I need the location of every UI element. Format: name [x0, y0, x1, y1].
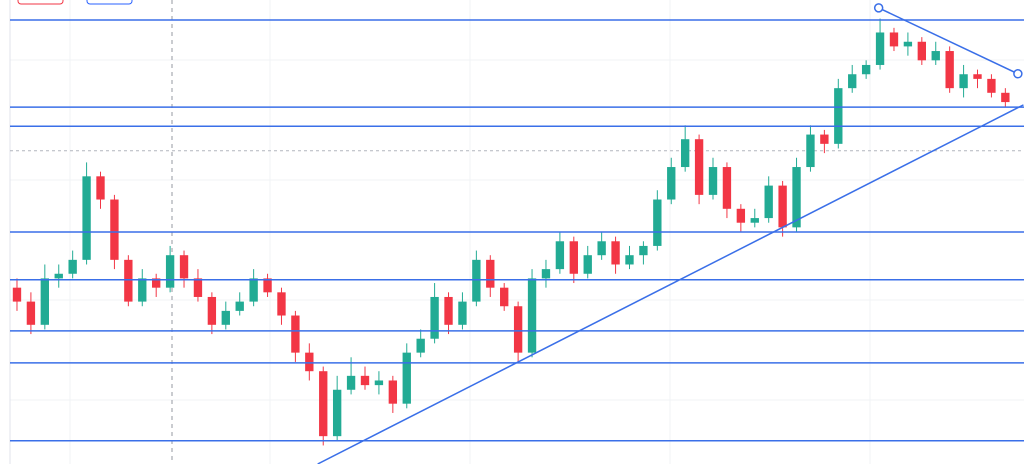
candle-body	[68, 259, 77, 274]
candle-body	[764, 185, 773, 219]
candle-body	[26, 301, 36, 325]
trend-line	[317, 104, 1024, 464]
candle-body	[124, 259, 133, 302]
candle-body	[750, 218, 759, 223]
candle-body	[82, 176, 91, 260]
candle-body	[207, 296, 217, 325]
candle-body	[708, 167, 718, 195]
candle-body	[555, 241, 565, 270]
candle-body	[360, 375, 370, 386]
candle-body	[653, 199, 662, 246]
candle-body	[249, 278, 258, 302]
candle-body	[611, 241, 620, 265]
candle-body	[680, 139, 690, 168]
candle-body	[945, 51, 954, 89]
candle-body	[472, 259, 481, 302]
candle-body	[388, 380, 398, 404]
candle-body	[778, 185, 787, 228]
candle-body	[792, 167, 801, 228]
candle-body	[291, 315, 300, 353]
candle-body	[527, 278, 537, 353]
candle-body	[625, 255, 634, 265]
candle-body	[889, 32, 899, 47]
candle-body	[486, 259, 495, 288]
candle-body	[639, 245, 648, 256]
candle-body	[875, 32, 885, 65]
candle-body	[221, 310, 230, 325]
candle-body	[541, 269, 551, 279]
candle-body	[444, 296, 453, 325]
candle-body	[722, 167, 732, 209]
candle-body	[138, 278, 147, 302]
trend-line	[878, 7, 1019, 75]
candle-body	[430, 296, 439, 339]
candle-body	[959, 74, 968, 89]
candle-body	[152, 278, 161, 288]
candles	[12, 18, 1010, 446]
candle-body	[319, 371, 328, 437]
candle-body	[332, 389, 342, 437]
candle-body	[179, 255, 189, 279]
trend-handle[interactable]	[1013, 69, 1023, 79]
candle-body	[917, 41, 926, 61]
candle-body	[96, 176, 105, 200]
candle-body	[263, 278, 272, 293]
candle-body	[583, 255, 592, 274]
candle-body	[54, 273, 63, 279]
toolbar-button[interactable]	[86, 0, 133, 5]
candle-body	[597, 241, 606, 256]
candle-body	[513, 306, 523, 353]
candle-body	[402, 352, 411, 404]
candle-body	[848, 74, 857, 89]
candle-body	[305, 352, 314, 372]
candle-body	[346, 375, 356, 390]
candle-body	[40, 278, 50, 325]
candle-body	[458, 301, 467, 325]
trend-handle[interactable]	[873, 3, 884, 13]
candle-body	[667, 167, 676, 200]
candle-body	[165, 255, 175, 288]
candle-body	[374, 380, 384, 386]
candle-body	[569, 241, 578, 274]
candle-body	[820, 134, 829, 144]
candle-body	[736, 208, 746, 223]
candle-body	[973, 74, 982, 79]
candle-body	[193, 278, 203, 297]
candle-body	[110, 199, 119, 260]
candle-body	[235, 301, 244, 311]
candle-body	[416, 338, 425, 353]
candle-body	[12, 287, 22, 302]
candle-body	[500, 287, 509, 307]
candle-body	[806, 134, 815, 168]
candle-body	[1001, 92, 1010, 103]
candle-body	[277, 292, 286, 316]
candle-body	[931, 51, 940, 61]
toolbar-button[interactable]	[17, 0, 64, 5]
candle-body	[834, 88, 843, 144]
candle-body	[987, 78, 996, 93]
candle-body	[903, 41, 913, 47]
candle-body	[861, 64, 871, 75]
candle-body	[694, 139, 704, 195]
